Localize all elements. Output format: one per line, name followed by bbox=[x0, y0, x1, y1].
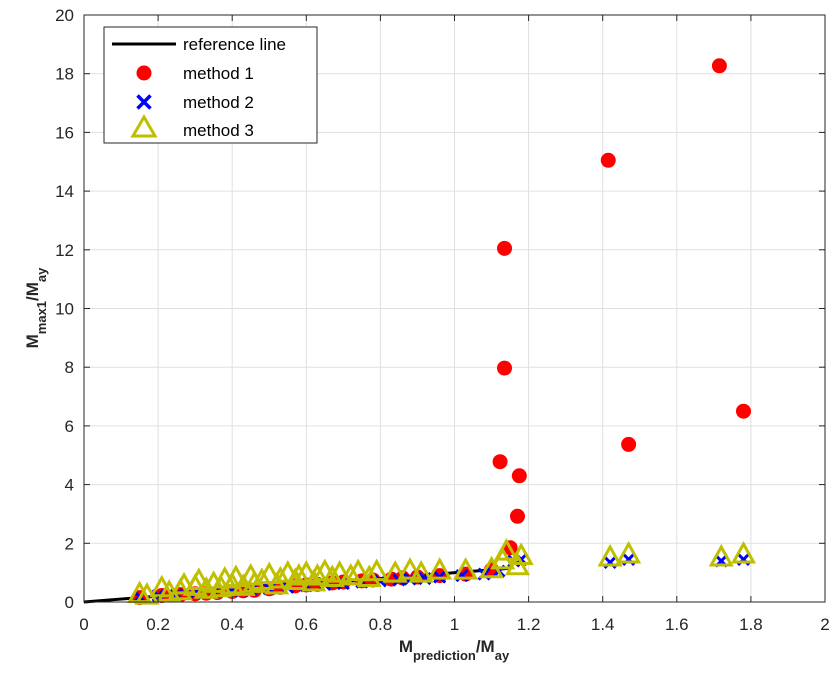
point-method-3 bbox=[338, 562, 364, 586]
point-method-3 bbox=[327, 560, 353, 583]
legend-label-method-2: method 2 bbox=[183, 93, 254, 112]
point-method-3 bbox=[397, 557, 423, 580]
y-axis-ticks: 0 2 4 6 8 10 12 14 16 18 20 bbox=[55, 6, 825, 612]
point-method-3 bbox=[304, 562, 330, 586]
legend-swatch-method-3 bbox=[130, 114, 158, 138]
point-method-3 bbox=[171, 571, 197, 595]
x-tick-label: 0.2 bbox=[146, 615, 170, 634]
y-tick-label: 14 bbox=[55, 182, 74, 201]
y-tick-label: 2 bbox=[65, 534, 74, 553]
y-tick-label: 0 bbox=[65, 593, 74, 612]
point-method-3 bbox=[382, 560, 408, 583]
point-method-3 bbox=[508, 542, 534, 566]
y-tick-label: 8 bbox=[65, 358, 74, 377]
point-method-3 bbox=[186, 567, 212, 590]
x-tick-label: 2 bbox=[820, 615, 829, 634]
point-method-3 bbox=[286, 562, 312, 586]
point-method-3 bbox=[364, 558, 390, 582]
point-method-3 bbox=[453, 557, 479, 580]
y-axis-label: Mmax1/May bbox=[23, 267, 49, 349]
point-method-3 bbox=[267, 565, 293, 589]
x-tick-label: 1.6 bbox=[665, 615, 689, 634]
y-tick-label: 16 bbox=[55, 123, 74, 142]
legend-label-method-3: method 3 bbox=[183, 121, 254, 140]
y-tick-label: 18 bbox=[55, 65, 74, 84]
point-method-3 bbox=[597, 543, 623, 567]
point-method-1 bbox=[497, 360, 513, 376]
point-method-3 bbox=[708, 543, 734, 567]
legend: reference line method 1 method 2 method … bbox=[103, 26, 318, 144]
point-method-3 bbox=[256, 561, 282, 585]
y-tick-label: 4 bbox=[65, 476, 74, 495]
point-method-1 bbox=[711, 58, 727, 74]
point-method-3 bbox=[427, 557, 453, 580]
point-method-3 bbox=[408, 560, 434, 583]
point-method-3 bbox=[493, 538, 519, 561]
point-method-1 bbox=[600, 152, 616, 168]
series-method-3 bbox=[127, 538, 757, 605]
legend-swatch-method-2 bbox=[136, 94, 152, 110]
point-method-3 bbox=[356, 564, 382, 588]
point-method-1 bbox=[492, 454, 508, 470]
point-method-1 bbox=[509, 508, 525, 524]
x-tick-label: 0.6 bbox=[294, 615, 318, 634]
x-axis-label: Mprediction/May bbox=[399, 637, 510, 663]
x-tick-label: 0 bbox=[79, 615, 88, 634]
x-tick-label: 1.8 bbox=[739, 615, 763, 634]
point-method-1 bbox=[621, 436, 637, 452]
point-method-3 bbox=[319, 564, 345, 588]
point-method-3 bbox=[345, 558, 371, 582]
x-axis-ticks: 0 0.2 0.4 0.6 0.8 1 1.2 1.4 1.6 1.8 2 bbox=[79, 15, 830, 634]
legend-label-method-1: method 1 bbox=[183, 64, 254, 83]
point-method-3 bbox=[223, 564, 249, 588]
point-method-3 bbox=[249, 567, 275, 590]
legend-label-reference-line: reference line bbox=[183, 35, 286, 54]
point-method-1 bbox=[511, 468, 527, 484]
grid-lines bbox=[84, 15, 825, 602]
x-tick-label: 1.4 bbox=[591, 615, 615, 634]
x-tick-label: 0.8 bbox=[369, 615, 393, 634]
point-method-1 bbox=[735, 403, 751, 419]
x-tick-label: 1.2 bbox=[517, 615, 541, 634]
x-tick-label: 0.4 bbox=[220, 615, 244, 634]
point-method-3 bbox=[293, 560, 319, 583]
y-tick-label: 6 bbox=[65, 417, 74, 436]
y-tick-label: 12 bbox=[55, 241, 74, 260]
point-method-1 bbox=[497, 240, 513, 256]
legend-swatch-method-1 bbox=[136, 65, 152, 81]
x-tick-label: 1 bbox=[450, 615, 459, 634]
point-method-3 bbox=[193, 576, 219, 599]
point-method-3 bbox=[616, 540, 642, 564]
y-tick-label: 20 bbox=[55, 6, 74, 25]
point-method-3 bbox=[730, 540, 757, 564]
y-tick-label: 10 bbox=[55, 300, 74, 319]
